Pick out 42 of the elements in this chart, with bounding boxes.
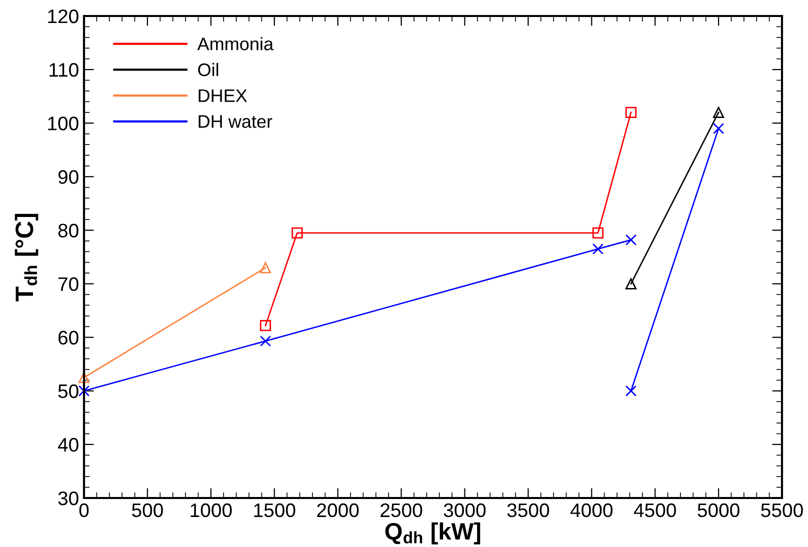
point [592, 227, 604, 238]
point [625, 234, 637, 246]
y-tick-label: 60 [58, 330, 78, 345]
legend-label: Ammonia [197, 37, 274, 50]
legend-label: DH water [198, 115, 272, 128]
point [260, 320, 272, 332]
x-axis-title: Q$_{dh}$ [kW] [385, 522, 480, 544]
legend-label: Oil [198, 62, 218, 76]
y-tick-label: 100 [48, 116, 78, 130]
x-tick-label: 5000 [698, 503, 740, 518]
point [625, 106, 637, 118]
point [625, 278, 637, 290]
point [78, 372, 90, 384]
y-tick-label: 40 [58, 438, 78, 452]
y-tick-label: 80 [58, 224, 78, 238]
x-tick-label: 5500 [761, 503, 803, 518]
y-tick-label: 110 [50, 63, 78, 77]
x-tick-label: 1500 [254, 503, 296, 518]
y-tick-label: 30 [58, 491, 78, 506]
y-axis-title: T$_{dh}$ [°C] [14, 214, 38, 302]
x-tick-label: 1000 [190, 503, 232, 518]
x-tick-label: 2500 [380, 503, 422, 518]
point [625, 385, 637, 396]
point [292, 227, 303, 238]
x-tick-label: 4500 [634, 503, 676, 518]
point [712, 122, 724, 134]
x-tick-label: 2000 [317, 503, 359, 518]
legend-label: DHEX [198, 89, 248, 102]
y-tick-label: 50 [58, 384, 78, 398]
y-tick-label: 90 [58, 170, 78, 184]
point [78, 385, 90, 396]
x-tick-label: 3500 [507, 503, 550, 518]
x-tick-label: 3000 [444, 503, 486, 518]
x-tick-label: 4000 [570, 503, 613, 518]
y-tick-label: 70 [58, 277, 78, 292]
point [712, 106, 724, 118]
y-tick-label: 120 [48, 9, 78, 24]
x-tick-label: 0 [79, 503, 89, 518]
point [260, 336, 272, 347]
x-tick-label: 500 [132, 503, 163, 518]
point [260, 262, 272, 274]
point [592, 243, 604, 255]
